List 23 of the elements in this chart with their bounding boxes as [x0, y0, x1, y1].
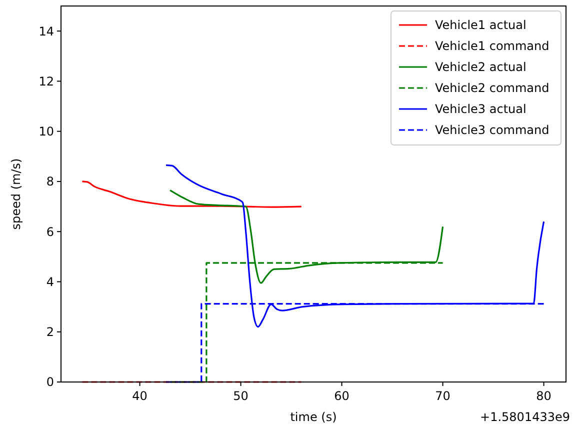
y-tick-label: 14: [38, 24, 54, 38]
legend-label: Vehicle3 command: [435, 123, 550, 138]
legend-label: Vehicle1 command: [435, 39, 550, 54]
text: +1.5801433e9: [480, 410, 570, 424]
y-tick-label: 12: [38, 74, 54, 88]
y-tick-label: 6: [46, 224, 54, 239]
y-tick-label: 4: [46, 274, 54, 289]
x-tick-label: 50: [233, 389, 248, 403]
y-axis-title: speed (m/s): [9, 158, 23, 230]
x-tick-label: 70: [435, 389, 450, 403]
x-tick-label: 80: [536, 389, 552, 403]
x-tick-label: 60: [334, 389, 350, 403]
line-series: [81, 180, 302, 208]
y-tick-label: 10: [38, 124, 54, 139]
legend-label: Vehicle3 actual: [435, 102, 526, 116]
legend-label: Vehicle2 command: [435, 81, 550, 96]
x-tick-label: 40: [132, 389, 148, 403]
y-tick-label: 8: [46, 174, 54, 189]
legend-label: Vehicle2 actual: [435, 60, 526, 74]
legend-label: Vehicle1 actual: [435, 18, 526, 32]
y-tick-label: 0: [46, 375, 54, 390]
x-axis-title: time (s): [290, 410, 337, 424]
y-tick-label: 2: [46, 325, 54, 340]
